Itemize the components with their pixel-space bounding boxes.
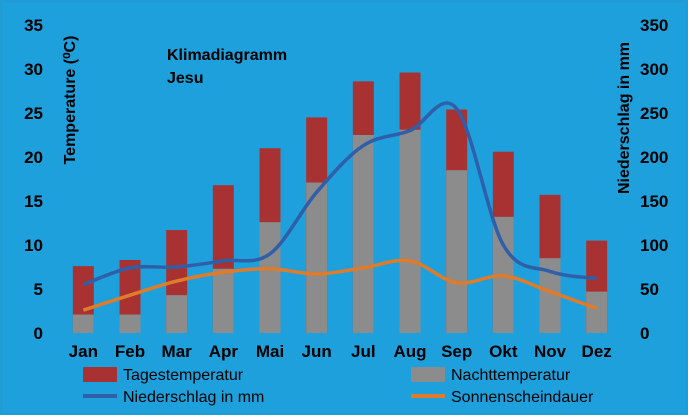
y2-tick-label: 0 <box>640 324 649 343</box>
x-tick-label: Jun <box>302 342 332 361</box>
chart-title: Klimadiagramm <box>167 47 287 64</box>
y-axis-title: Temperature (⁰C) <box>62 36 79 165</box>
y2-tick-label: 50 <box>640 280 659 299</box>
legend-swatch-tagestemperatur <box>83 367 117 382</box>
bar-nachttemperatur-feb <box>119 314 141 333</box>
x-tick-label: Sep <box>441 342 472 361</box>
y-tick-label: 20 <box>24 148 43 167</box>
y-tick-label: 30 <box>24 60 43 79</box>
x-tick-label: Mai <box>256 342 284 361</box>
bar-nachttemperatur-aug <box>399 129 421 333</box>
bar-nachttemperatur-jun <box>306 182 328 333</box>
y-tick-label: 35 <box>24 16 43 35</box>
y2-tick-label: 100 <box>640 236 668 255</box>
bar-nachttemperatur-apr <box>212 268 234 333</box>
y2-tick-label: 200 <box>640 148 668 167</box>
y-tick-label: 0 <box>34 324 43 343</box>
bar-nachttemperatur-sep <box>446 170 468 333</box>
x-tick-label: Jul <box>351 342 376 361</box>
bar-nachttemperatur-dez <box>586 291 608 333</box>
legend-label-sonnenscheindauer: Sonnenscheindauer <box>451 389 594 406</box>
y2-tick-label: 250 <box>640 104 668 123</box>
y2-tick-label: 350 <box>640 16 668 35</box>
x-tick-label: Feb <box>115 342 145 361</box>
chart-subtitle: Jesu <box>167 70 203 87</box>
line-sonnenscheindauer <box>82 258 598 312</box>
x-tick-label: Nov <box>534 342 567 361</box>
x-tick-label: Okt <box>489 342 518 361</box>
x-tick-label: Dez <box>582 342 612 361</box>
bar-nachttemperatur-mai <box>259 222 281 333</box>
legend-label-nachttemperatur: Nachttemperatur <box>451 367 571 384</box>
y-tick-label: 15 <box>24 192 43 211</box>
bar-nachttemperatur-jul <box>352 135 374 333</box>
y2-tick-label: 300 <box>640 60 668 79</box>
x-tick-label: Jan <box>69 342 98 361</box>
legend-swatch-nachttemperatur <box>411 367 445 382</box>
x-tick-label: Apr <box>209 342 239 361</box>
bar-nachttemperatur-mar <box>166 295 188 333</box>
y-tick-label: 5 <box>34 280 43 299</box>
bar-nachttemperatur-jan <box>72 314 94 333</box>
y2-axis-title: Niederschlag in mm <box>616 42 633 194</box>
legend-label-tagestemperatur: Tagestemperatur <box>123 367 244 384</box>
x-tick-label: Mar <box>162 342 193 361</box>
line-niederschlag <box>82 101 597 287</box>
x-tick-label: Aug <box>393 342 426 361</box>
legend-label-niederschlag: Niederschlag in mm <box>123 389 264 406</box>
y2-tick-label: 150 <box>640 192 668 211</box>
legend: Tagestemperatur Nachttemperatur Niedersc… <box>83 367 594 406</box>
y-tick-label: 25 <box>24 104 43 123</box>
bar-nachttemperatur-nov <box>539 258 561 333</box>
y-tick-label: 10 <box>24 236 43 255</box>
